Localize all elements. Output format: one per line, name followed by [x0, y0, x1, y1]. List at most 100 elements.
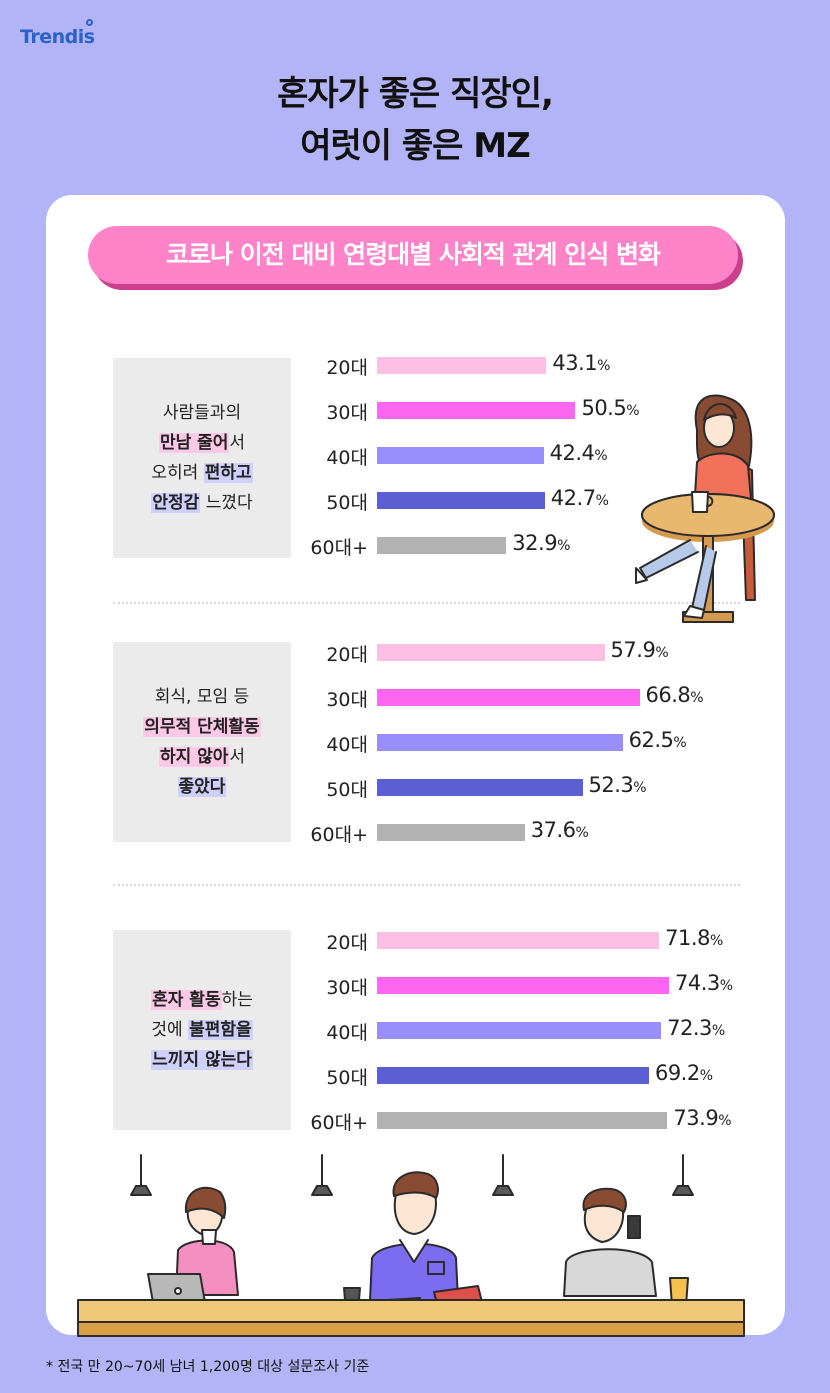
value-number: 62.5 — [628, 728, 674, 752]
bar-4-group-1 — [377, 492, 545, 509]
section-divider — [113, 602, 740, 604]
value-label: 73.9% — [673, 1106, 731, 1130]
question-line: 안정감 느꼈다 — [151, 488, 253, 518]
bar-5-group-2 — [377, 824, 525, 841]
highlighted-text: 편하고 — [203, 463, 253, 483]
age-category-label: 50대 — [326, 1067, 368, 1089]
age-category-label: 50대 — [326, 492, 368, 514]
value-label: 43.1% — [552, 351, 610, 375]
value-number: 69.2 — [654, 1061, 700, 1085]
age-category-label: 40대 — [326, 1022, 368, 1044]
percent-unit: % — [719, 978, 733, 994]
value-number: 71.8 — [665, 926, 710, 950]
highlighted-text: 혼자 활동 — [151, 990, 222, 1010]
age-category-label: 50대 — [326, 779, 368, 801]
percent-unit: % — [690, 690, 704, 706]
main-title-line2: 여럿이 좋은 MZ — [300, 126, 531, 166]
value-number: 52.3 — [588, 773, 634, 797]
highlighted-text: 좋았다 — [177, 777, 227, 797]
percent-unit: % — [575, 825, 589, 841]
question-line: 느끼지 않는다 — [151, 1045, 253, 1075]
value-label: 42.4% — [550, 441, 608, 465]
bar-4-group-2 — [377, 779, 583, 796]
question-line: 사람들과의 — [163, 398, 241, 428]
cafe-woman-illustration — [635, 394, 775, 623]
highlighted-text: 하지 않아 — [158, 747, 230, 767]
percent-unit: % — [626, 403, 640, 419]
question-text: 서 — [229, 747, 246, 767]
logo-dot-icon — [86, 19, 93, 26]
value-label: 57.9% — [611, 638, 669, 662]
age-category-label: 30대 — [326, 689, 368, 711]
bar-3-group-3 — [377, 1022, 662, 1039]
percent-unit: % — [655, 645, 669, 661]
bar-2-group-2 — [377, 689, 640, 706]
highlighted-text: 만남 줄어 — [158, 433, 230, 453]
bar-2-group-1 — [377, 402, 576, 419]
highlighted-text: 불편함을 — [188, 1020, 253, 1040]
highlighted-text: 의무적 단체활동 — [143, 717, 261, 737]
value-label: 32.9% — [512, 531, 570, 555]
value-label: 50.5% — [581, 396, 639, 420]
percent-unit: % — [594, 448, 608, 464]
value-number: 32.9 — [512, 531, 558, 555]
value-number: 72.3 — [667, 1016, 712, 1040]
question-line: 것에 불편함을 — [151, 1015, 253, 1045]
percent-unit: % — [673, 735, 687, 751]
main-title-line1: 혼자가 좋은 직장인, — [277, 74, 554, 114]
question-line: 혼자 활동하는 — [151, 985, 253, 1015]
question-box-3: 혼자 활동하는 것에 불편함을 느끼지 않는다 — [113, 930, 291, 1130]
age-category-label: 30대 — [326, 977, 368, 999]
question-line: 좋았다 — [177, 772, 227, 802]
question-text: 사람들과의 — [162, 403, 242, 423]
question-text: 것에 — [151, 1020, 189, 1040]
value-number: 43.1 — [552, 351, 598, 375]
age-category-label: 40대 — [326, 734, 368, 756]
bar-5-group-3 — [377, 1112, 668, 1129]
value-number: 37.6 — [530, 818, 576, 842]
value-number: 66.8 — [645, 683, 691, 707]
trendis-logo: Trendis — [20, 19, 95, 48]
age-category-label: 20대 — [326, 644, 368, 666]
percent-unit: % — [709, 933, 723, 949]
value-label: 72.3% — [667, 1016, 725, 1040]
value-label: 37.6% — [531, 818, 589, 842]
value-number: 42.4 — [549, 441, 595, 465]
question-text: 느꼈다 — [200, 493, 253, 513]
value-label: 74.3% — [675, 971, 733, 995]
age-category-label: 60대+ — [310, 824, 368, 846]
subtitle-pill: 코로나 이전 대비 연령대별 사회적 관계 인식 변화 — [88, 226, 738, 284]
age-category-label: 20대 — [326, 357, 368, 379]
value-label: 62.5% — [629, 728, 687, 752]
highlighted-text: 느끼지 않는다 — [151, 1050, 253, 1070]
office-scene-illustration — [77, 1154, 745, 1337]
question-line: 의무적 단체활동 — [143, 712, 261, 742]
percent-unit: % — [699, 1068, 713, 1084]
question-line: 만남 줄어서 — [158, 428, 245, 458]
age-category-label: 60대+ — [310, 537, 368, 559]
question-box-2: 회식, 모임 등 의무적 단체활동 하지 않아서 좋았다 — [113, 642, 291, 842]
percent-unit: % — [718, 1113, 731, 1129]
value-label: 71.8% — [665, 926, 723, 950]
bar-5-group-1 — [377, 537, 507, 554]
bar-3-group-2 — [377, 734, 623, 751]
value-number: 73.9 — [673, 1106, 719, 1130]
age-category-label: 40대 — [326, 447, 368, 469]
bar-4-group-3 — [377, 1067, 649, 1084]
question-text: 하는 — [221, 990, 253, 1010]
value-label: 69.2% — [655, 1061, 713, 1085]
age-category-label: 60대+ — [310, 1112, 368, 1134]
question-text: 오히려 — [151, 463, 204, 483]
percent-unit: % — [711, 1023, 725, 1039]
percent-unit: % — [597, 358, 610, 374]
bar-1-group-1 — [377, 357, 547, 374]
value-label: 42.7% — [551, 486, 609, 510]
bar-1-group-2 — [377, 644, 605, 661]
value-number: 74.3 — [674, 971, 720, 995]
percent-unit: % — [633, 780, 647, 796]
age-category-label: 20대 — [326, 932, 368, 954]
age-category-label: 30대 — [326, 402, 368, 424]
bar-1-group-3 — [377, 932, 660, 949]
